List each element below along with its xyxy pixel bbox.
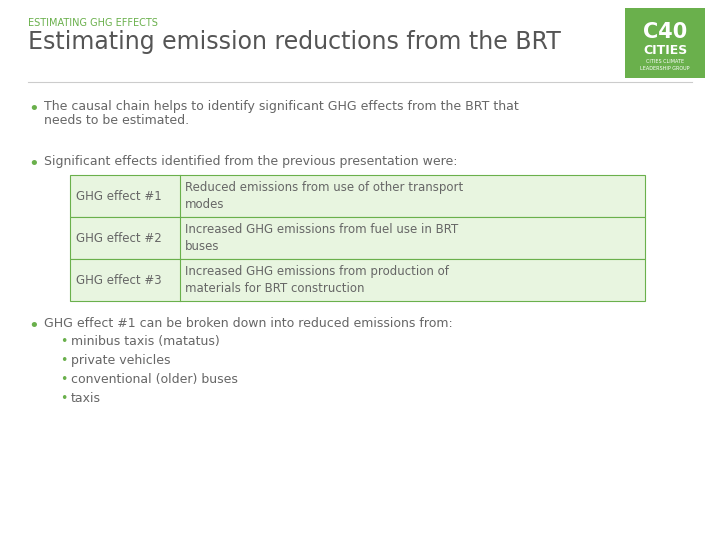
Text: Significant effects identified from the previous presentation were:: Significant effects identified from the … [44, 155, 457, 168]
Text: Increased GHG emissions from production of
materials for BRT construction: Increased GHG emissions from production … [185, 265, 449, 295]
Text: GHG effect #3: GHG effect #3 [76, 273, 161, 287]
Text: Reduced emissions from use of other transport
modes: Reduced emissions from use of other tran… [185, 181, 463, 211]
Text: private vehicles: private vehicles [71, 354, 171, 367]
Text: The causal chain helps to identify significant GHG effects from the BRT that: The causal chain helps to identify signi… [44, 100, 518, 113]
Text: minibus taxis (matatus): minibus taxis (matatus) [71, 335, 220, 348]
Text: needs to be estimated.: needs to be estimated. [44, 114, 189, 127]
Text: GHG effect #1: GHG effect #1 [76, 190, 162, 202]
Text: •: • [60, 354, 68, 367]
Text: CITIES: CITIES [643, 44, 687, 57]
Text: conventional (older) buses: conventional (older) buses [71, 373, 238, 386]
Text: GHG effect #2: GHG effect #2 [76, 232, 162, 245]
Text: GHG effect #1 can be broken down into reduced emissions from:: GHG effect #1 can be broken down into re… [44, 317, 453, 330]
Text: CITIES CLIMATE
LEADERSHIP GROUP: CITIES CLIMATE LEADERSHIP GROUP [640, 59, 690, 71]
Text: taxis: taxis [71, 392, 101, 405]
Text: •: • [28, 100, 39, 118]
Text: •: • [60, 373, 68, 386]
Text: •: • [28, 317, 39, 335]
Text: •: • [60, 335, 68, 348]
Text: ESTIMATING GHG EFFECTS: ESTIMATING GHG EFFECTS [28, 18, 158, 28]
Text: •: • [60, 392, 68, 405]
Text: •: • [28, 155, 39, 173]
Text: Increased GHG emissions from fuel use in BRT
buses: Increased GHG emissions from fuel use in… [185, 223, 458, 253]
Text: Estimating emission reductions from the BRT: Estimating emission reductions from the … [28, 30, 561, 54]
Text: C40: C40 [643, 22, 687, 42]
